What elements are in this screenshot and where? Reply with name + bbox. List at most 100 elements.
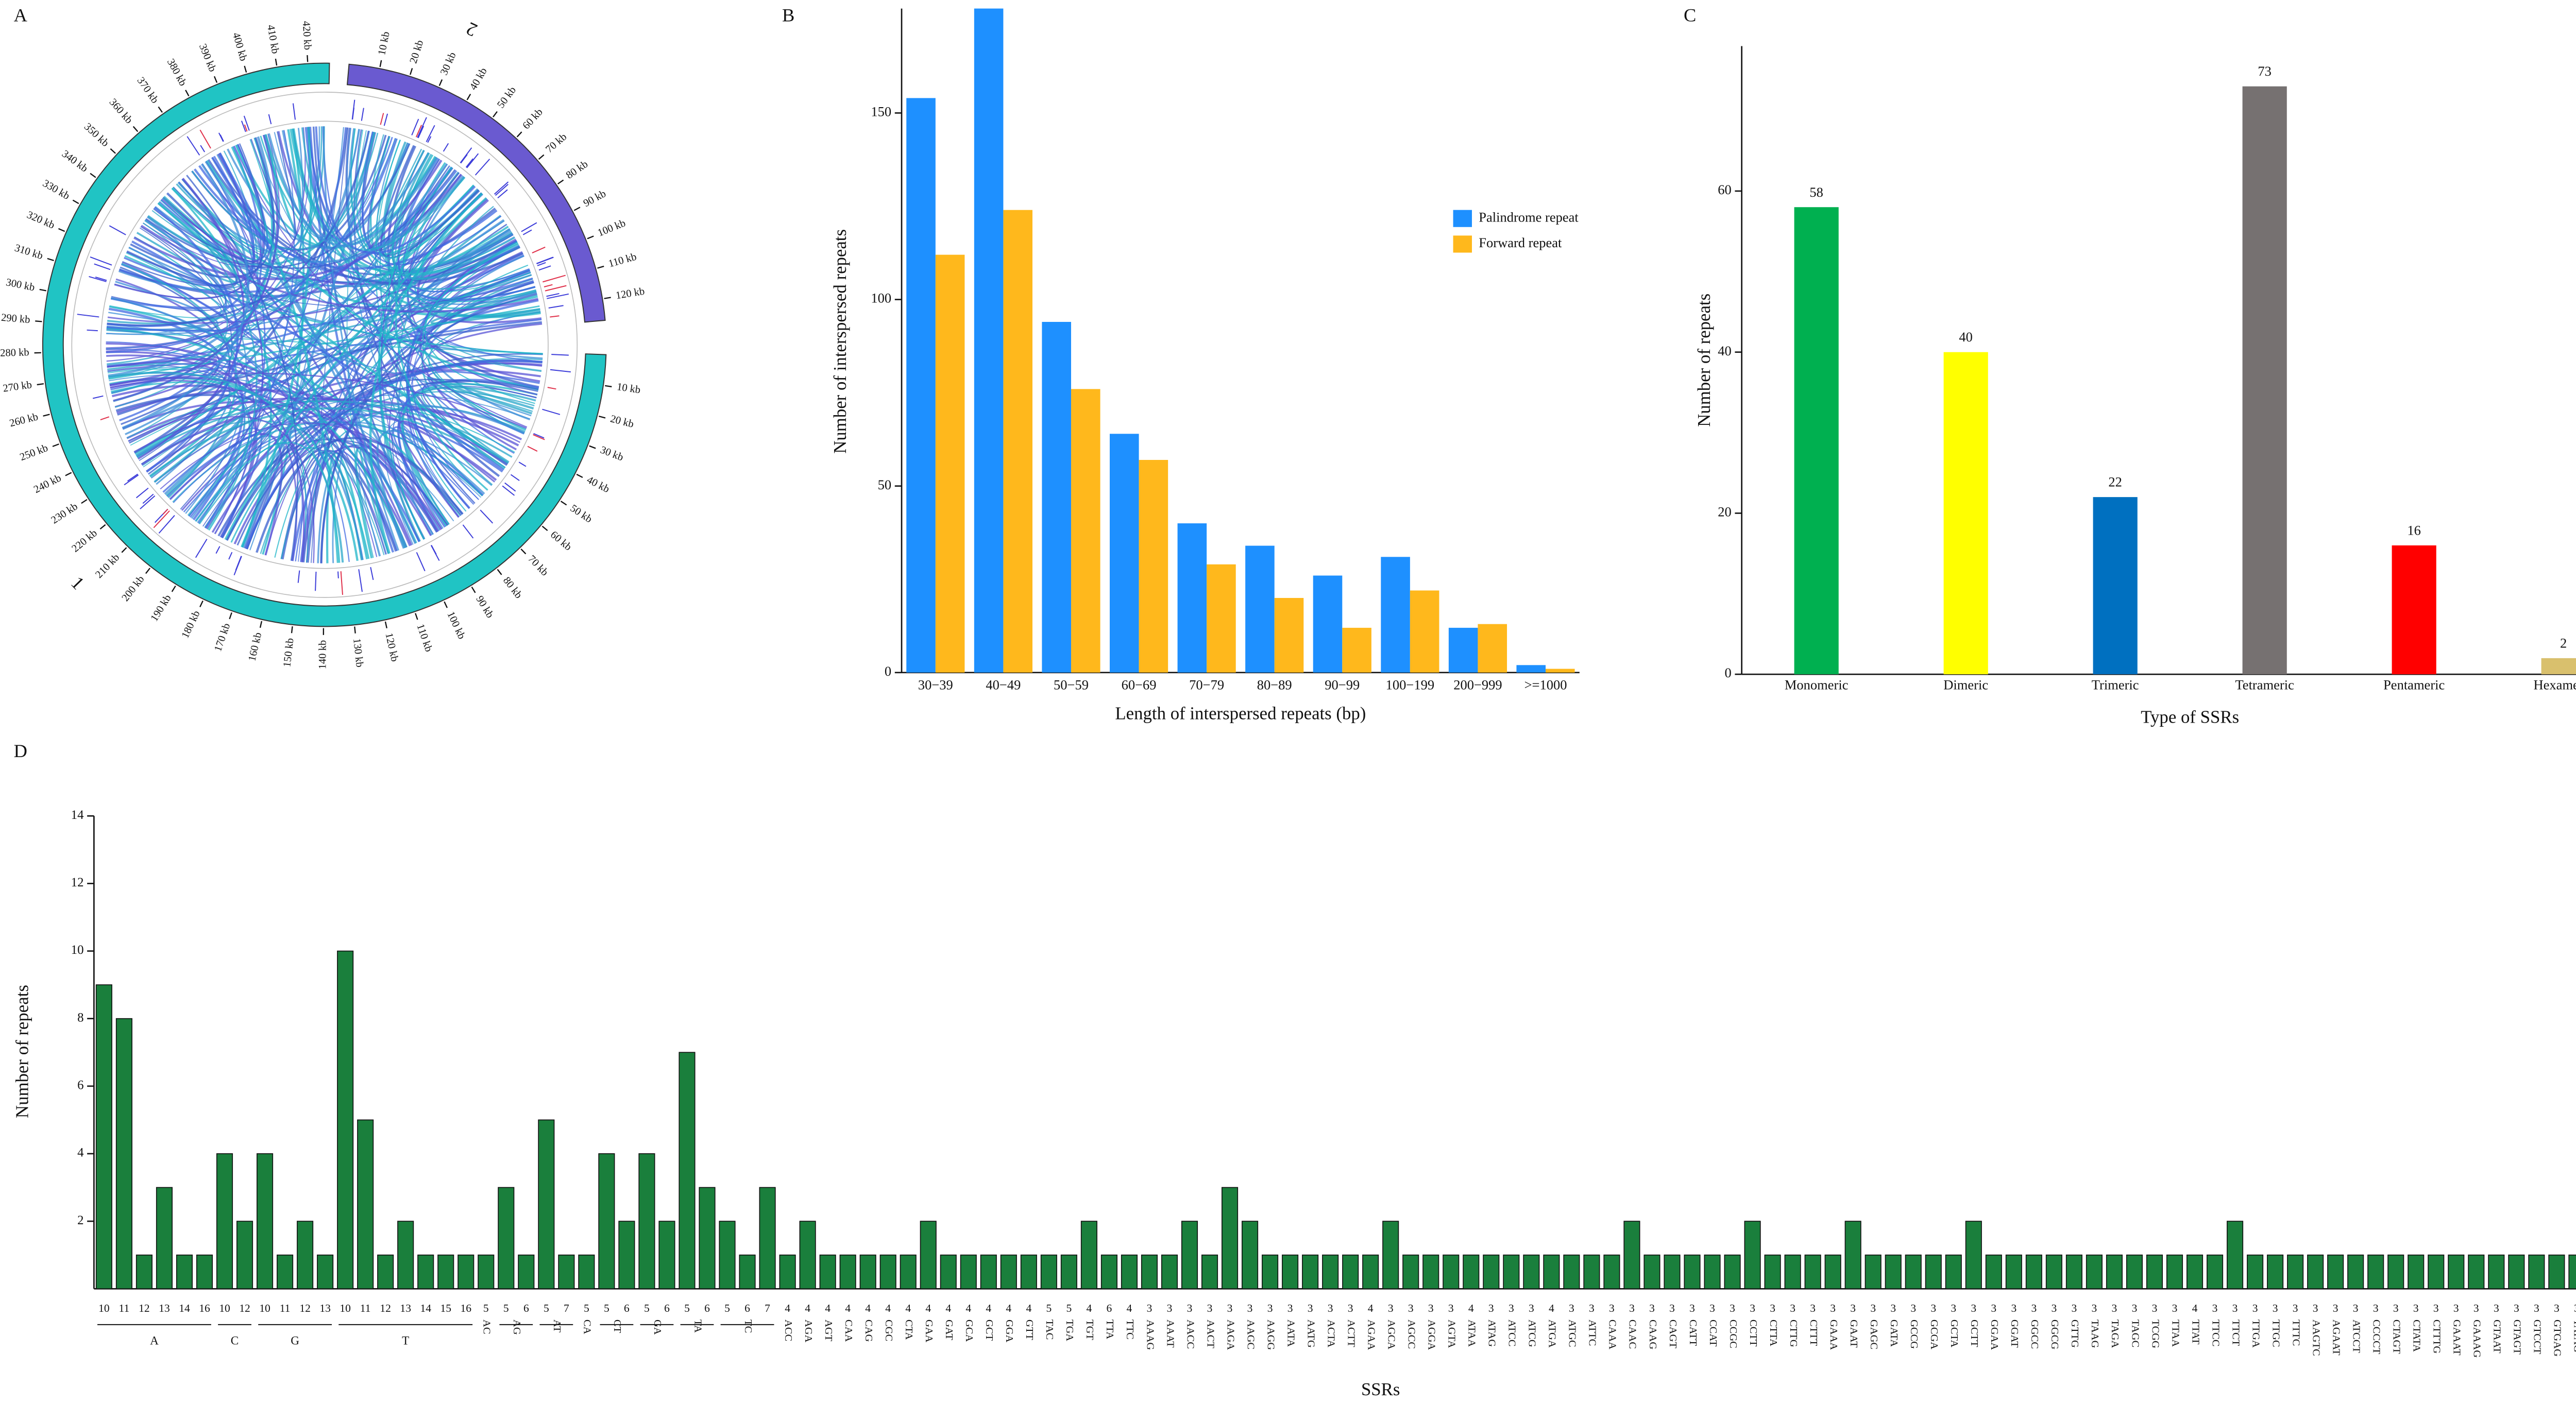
track-mark (547, 387, 556, 390)
chord (205, 130, 295, 529)
bar (1684, 1254, 1701, 1290)
bar (1221, 1187, 1239, 1290)
x-tick-label: 4 (905, 1302, 911, 1314)
bar (1865, 1254, 1882, 1290)
x-tick-label: 3 (2413, 1302, 2419, 1314)
track-mark (430, 545, 440, 561)
track-mark (536, 256, 553, 264)
bar (719, 1221, 736, 1290)
bar (779, 1254, 796, 1290)
segment-name: 1 (67, 573, 88, 594)
x-tick-label: 3 (1348, 1302, 1353, 1314)
kb-label: 340 kb (60, 148, 90, 175)
bar (935, 254, 965, 673)
bar (1342, 1254, 1359, 1290)
group-label: TGA (1064, 1320, 1075, 1341)
kb-tick (605, 385, 612, 387)
chord (427, 376, 534, 415)
chord (171, 187, 272, 548)
kb-tick (65, 472, 72, 476)
group-label: TTGA (2250, 1320, 2261, 1348)
kb-label: 100 kb (445, 610, 467, 641)
group-label: CTA (903, 1320, 914, 1340)
x-tick-label: 12 (380, 1302, 391, 1314)
kb-tick (72, 199, 79, 204)
chord (199, 442, 307, 562)
track (71, 92, 578, 598)
chord (211, 251, 523, 533)
bar (277, 1254, 294, 1290)
value-label: 40 (1959, 329, 1973, 345)
x-tick-label: 6 (1107, 1302, 1112, 1314)
x-tick-label: 3 (2433, 1302, 2439, 1314)
bar (357, 1119, 374, 1290)
group-label: GGCC (2029, 1320, 2040, 1349)
bar (1201, 1254, 1218, 1290)
x-tick-label: 12 (299, 1302, 311, 1314)
kb-tick (81, 499, 88, 504)
x-tick-label: 3 (2072, 1302, 2077, 1314)
group-label: ATCC (1506, 1320, 1518, 1346)
legend-label: Palindrome repeat (1479, 209, 1579, 225)
kb-label: 70 kb (544, 131, 569, 156)
track-mark (292, 103, 296, 120)
x-tick-label: Dimeric (1943, 677, 1988, 692)
x-tick-label: 50−59 (1054, 677, 1089, 692)
group-label: TTA (1104, 1320, 1115, 1339)
chord (381, 163, 448, 536)
group-label: GAAAT (2451, 1320, 2463, 1356)
kb-label: 30 kb (438, 50, 459, 77)
group-label: CT (612, 1320, 623, 1333)
chord (107, 130, 370, 327)
kb-label: 170 kb (212, 622, 232, 653)
bar (135, 1254, 152, 1290)
bar (658, 1221, 675, 1290)
group-label: AATA (1285, 1320, 1296, 1347)
track (100, 121, 549, 569)
kb-tick (132, 126, 139, 132)
group-label: GGA (1004, 1320, 1015, 1343)
kb-label: 40 kb (585, 474, 611, 495)
group-label: CTTA (1768, 1320, 1779, 1346)
bar (1724, 1254, 1741, 1290)
kb-label: 90 kb (582, 188, 608, 209)
bar (2468, 1254, 2485, 1290)
x-tick-label: 5 (1046, 1302, 1052, 1314)
x-tick-label: 3 (2574, 1302, 2576, 1314)
chord (244, 446, 286, 550)
bar (2387, 1254, 2404, 1290)
chord (202, 193, 483, 527)
bar (2428, 1254, 2445, 1290)
kb-tick (145, 568, 151, 574)
kb-label: 410 kb (265, 24, 281, 55)
group-label: AAGTC (2310, 1320, 2321, 1356)
x-tick-label: 3 (1308, 1302, 1313, 1314)
segment-name: 2 (463, 18, 480, 41)
group-label: ATGC (1567, 1320, 1578, 1347)
value-label: 73 (2258, 63, 2272, 79)
track-mark (465, 158, 473, 168)
bar (1071, 389, 1100, 673)
x-tick-label: 6 (664, 1302, 670, 1314)
track-mark (89, 276, 107, 282)
chord (109, 374, 454, 522)
chord (348, 128, 463, 515)
chord (169, 433, 283, 556)
ideogram (42, 62, 607, 627)
bar (1985, 1254, 2002, 1290)
group-label: GAAAG (2471, 1320, 2483, 1358)
x-tick-label: 7 (765, 1302, 770, 1314)
kb-label: 360 kb (107, 96, 135, 126)
kb-tick (185, 90, 190, 96)
kb-label: 180 kb (180, 609, 202, 640)
bar (1643, 1254, 1660, 1290)
kb-label: 130 kb (351, 638, 365, 667)
kb-tick (110, 148, 116, 154)
chord (256, 437, 464, 553)
x-tick-label: 6 (744, 1302, 750, 1314)
kb-label: 110 kb (414, 623, 434, 654)
group-label: ATAG (1486, 1320, 1498, 1347)
group-label: GCA (963, 1320, 975, 1342)
group-label: AT (551, 1320, 563, 1333)
bar (739, 1254, 756, 1290)
